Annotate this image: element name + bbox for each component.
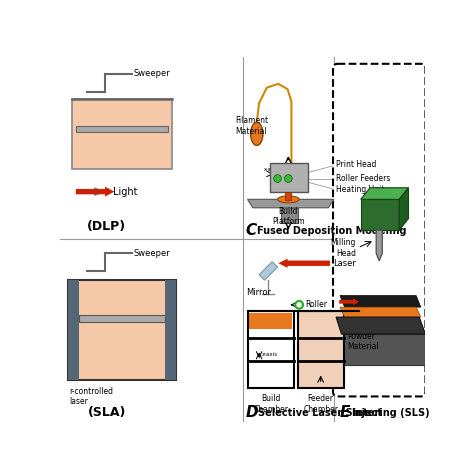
Bar xyxy=(68,280,79,380)
Bar xyxy=(76,126,168,132)
Text: y-axis: y-axis xyxy=(289,167,303,172)
Ellipse shape xyxy=(278,196,299,203)
Bar xyxy=(270,163,309,192)
Text: Roller Feeders: Roller Feeders xyxy=(336,174,391,183)
Bar xyxy=(72,99,172,169)
Polygon shape xyxy=(361,200,399,230)
Bar xyxy=(247,311,294,388)
Circle shape xyxy=(295,301,303,309)
FancyArrow shape xyxy=(339,298,359,305)
Bar xyxy=(298,311,344,388)
Text: (SLA): (SLA) xyxy=(87,406,126,419)
Text: Selective Laser Sintering (SLS): Selective Laser Sintering (SLS) xyxy=(257,408,429,418)
Bar xyxy=(165,280,176,380)
Polygon shape xyxy=(340,296,421,307)
Text: laser: laser xyxy=(70,397,89,406)
Text: Mirror: Mirror xyxy=(246,288,272,297)
Polygon shape xyxy=(376,230,383,261)
Text: Powder
Material: Powder Material xyxy=(347,332,379,352)
Polygon shape xyxy=(399,188,409,230)
Text: Sweeper: Sweeper xyxy=(134,69,170,78)
Text: r-controlled: r-controlled xyxy=(70,387,114,396)
Text: Build
Chamber: Build Chamber xyxy=(253,394,288,413)
Bar xyxy=(249,312,292,329)
Text: C: C xyxy=(245,223,256,238)
Text: Light: Light xyxy=(113,187,137,197)
Text: (DLP): (DLP) xyxy=(87,220,126,233)
FancyBboxPatch shape xyxy=(333,64,425,396)
Text: x-axis: x-axis xyxy=(264,166,278,172)
Text: Milling
Head: Milling Head xyxy=(331,238,356,257)
Polygon shape xyxy=(247,200,334,208)
Polygon shape xyxy=(336,317,425,334)
FancyArrow shape xyxy=(76,187,114,197)
Text: Inject: Inject xyxy=(352,408,383,418)
Ellipse shape xyxy=(251,122,263,146)
Bar xyxy=(79,315,165,322)
Text: Laser: Laser xyxy=(333,259,356,268)
FancyArrow shape xyxy=(278,259,330,268)
Text: Feeder
Chamber: Feeder Chamber xyxy=(303,394,338,413)
Text: D: D xyxy=(245,405,258,420)
Text: z-axis: z-axis xyxy=(261,352,277,357)
Text: Filament
Material: Filament Material xyxy=(235,117,268,136)
Bar xyxy=(68,280,176,380)
Text: E: E xyxy=(339,405,349,420)
Polygon shape xyxy=(361,188,409,200)
Circle shape xyxy=(273,175,282,182)
Circle shape xyxy=(284,175,292,182)
Text: Roller: Roller xyxy=(305,301,327,310)
Text: Sweeper: Sweeper xyxy=(134,249,170,258)
Bar xyxy=(285,192,292,200)
Text: Fused Deposition Modeling: Fused Deposition Modeling xyxy=(257,226,406,236)
Polygon shape xyxy=(340,307,421,317)
Text: Print Head: Print Head xyxy=(336,160,376,169)
Text: Heating Unit: Heating Unit xyxy=(336,185,384,194)
Polygon shape xyxy=(336,334,425,365)
Bar xyxy=(281,208,298,223)
Text: Build
Platform: Build Platform xyxy=(272,207,305,226)
Polygon shape xyxy=(259,262,278,280)
